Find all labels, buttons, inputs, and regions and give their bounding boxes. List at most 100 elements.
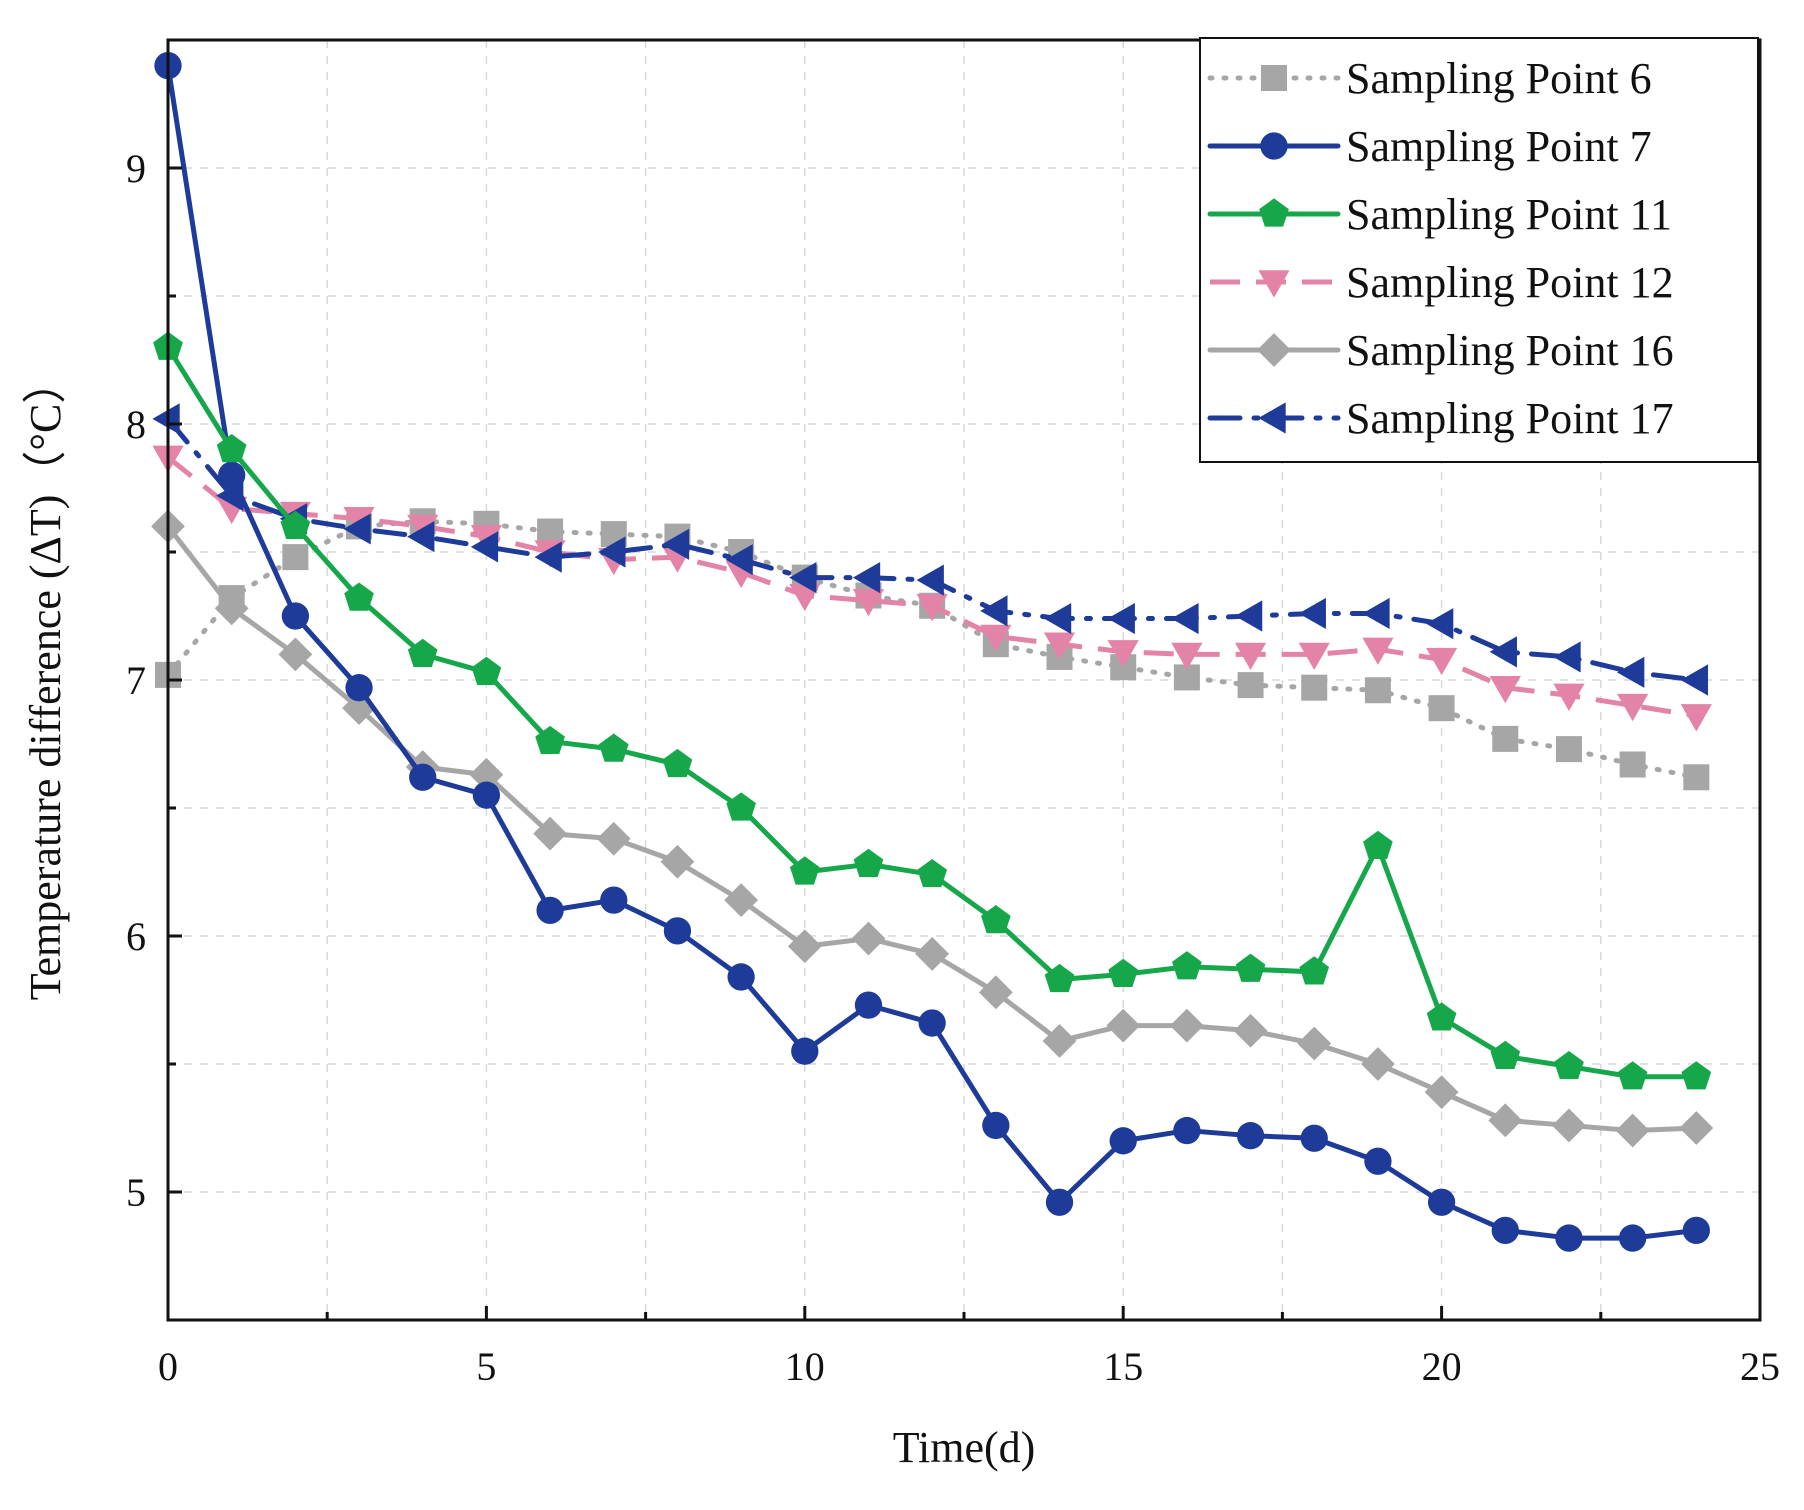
data-point (1299, 956, 1330, 985)
legend-label: Sampling Point 17 (1346, 394, 1674, 443)
data-point (1426, 608, 1454, 640)
data-point (1364, 677, 1391, 704)
data-point (1042, 1024, 1077, 1058)
series-sampling-point-17 (152, 403, 1709, 696)
data-point (1490, 1040, 1521, 1069)
data-point (982, 1111, 1010, 1140)
data-point (1107, 640, 1139, 668)
legend-label: Sampling Point 7 (1346, 122, 1652, 171)
data-point (726, 792, 756, 821)
axis-ticks: 0 5 10 15 20 25 5 6 7 8 9 (126, 38, 1780, 1389)
data-point (1045, 1188, 1074, 1216)
data-point (1169, 1008, 1204, 1043)
data-point (1555, 1224, 1583, 1252)
data-point (469, 757, 504, 792)
data-point (981, 905, 1011, 934)
data-point (727, 963, 755, 991)
y-tick-label: 8 (126, 402, 146, 447)
data-point (915, 937, 950, 971)
data-point (280, 510, 311, 540)
data-point (1363, 830, 1393, 860)
series-sampling-point-6 (155, 508, 1710, 791)
data-point (1554, 1050, 1584, 1080)
legend-item: Sampling Point 6 (1207, 54, 1652, 103)
data-point (282, 544, 309, 571)
data-point (1300, 1124, 1328, 1152)
legend-marker (1258, 402, 1286, 434)
data-point (600, 886, 628, 914)
legend-item: Sampling Point 17 (1207, 394, 1674, 443)
data-point (1171, 602, 1199, 635)
data-point (1680, 664, 1709, 696)
data-point (409, 763, 437, 791)
data-point (1426, 1002, 1457, 1031)
data-point (533, 816, 567, 851)
data-point (1553, 641, 1581, 673)
data-point (1298, 597, 1326, 630)
data-point (534, 541, 562, 573)
data-point (1489, 636, 1517, 668)
data-point (598, 733, 629, 762)
data-point (852, 588, 885, 617)
data-point (535, 725, 565, 755)
data-point (1108, 958, 1139, 988)
data-point (724, 883, 759, 918)
data-point (1617, 656, 1645, 688)
data-point (980, 595, 1008, 627)
data-point (407, 638, 438, 668)
y-axis-title: Temperature difference (ΔT)（°C） (21, 360, 70, 1001)
legend-item: Sampling Point 11 (1207, 190, 1672, 239)
data-point (1618, 1224, 1647, 1252)
data-point (1297, 1026, 1332, 1061)
legend-item: Sampling Point 16 (1207, 326, 1674, 375)
data-point (917, 858, 947, 888)
data-point (1109, 1127, 1137, 1155)
data-point (598, 536, 626, 568)
data-point (1233, 1013, 1268, 1048)
data-point (1361, 1047, 1395, 1081)
data-point (1682, 1216, 1710, 1245)
data-point (853, 848, 884, 877)
data-point (1107, 602, 1135, 635)
data-point (854, 991, 883, 1019)
data-point (1171, 642, 1203, 670)
series-sampling-point-7 (154, 51, 1710, 1252)
x-tick-label: 15 (1103, 1344, 1143, 1389)
data-point (1553, 683, 1585, 711)
data-point (1489, 675, 1521, 704)
x-tick-label: 10 (785, 1344, 825, 1389)
data-point (1427, 1188, 1456, 1216)
series-sampling-point-11 (153, 331, 1712, 1090)
data-point (978, 975, 1013, 1010)
data-point (1552, 1108, 1586, 1143)
legend-item: Sampling Point 12 (1210, 258, 1674, 307)
data-point (1428, 695, 1455, 722)
legend-label: Sampling Point 11 (1346, 190, 1672, 239)
legend-box (1199, 37, 1759, 463)
legend-label: Sampling Point 16 (1346, 326, 1674, 375)
data-point (1681, 1061, 1712, 1090)
legend-item: Sampling Point 7 (1207, 122, 1652, 171)
data-point (1237, 672, 1264, 699)
data-point (916, 564, 944, 596)
data-point (1555, 736, 1582, 763)
data-point (596, 821, 631, 856)
data-point (1680, 704, 1712, 732)
legend-marker (1260, 132, 1288, 160)
data-point (1106, 1008, 1141, 1043)
data-point (1679, 1111, 1714, 1145)
data-point (1362, 637, 1394, 665)
x-tick-label: 5 (476, 1344, 496, 1389)
y-tick-label: 6 (126, 914, 146, 959)
data-point (344, 582, 374, 611)
y-tick-label: 7 (126, 658, 146, 703)
data-point (536, 896, 564, 925)
data-point (218, 461, 246, 489)
data-point (1364, 1147, 1392, 1175)
data-point (789, 562, 817, 594)
data-point (345, 674, 373, 702)
data-point (1492, 725, 1519, 752)
data-point (660, 844, 695, 879)
data-point (214, 591, 249, 626)
data-point (470, 531, 499, 563)
